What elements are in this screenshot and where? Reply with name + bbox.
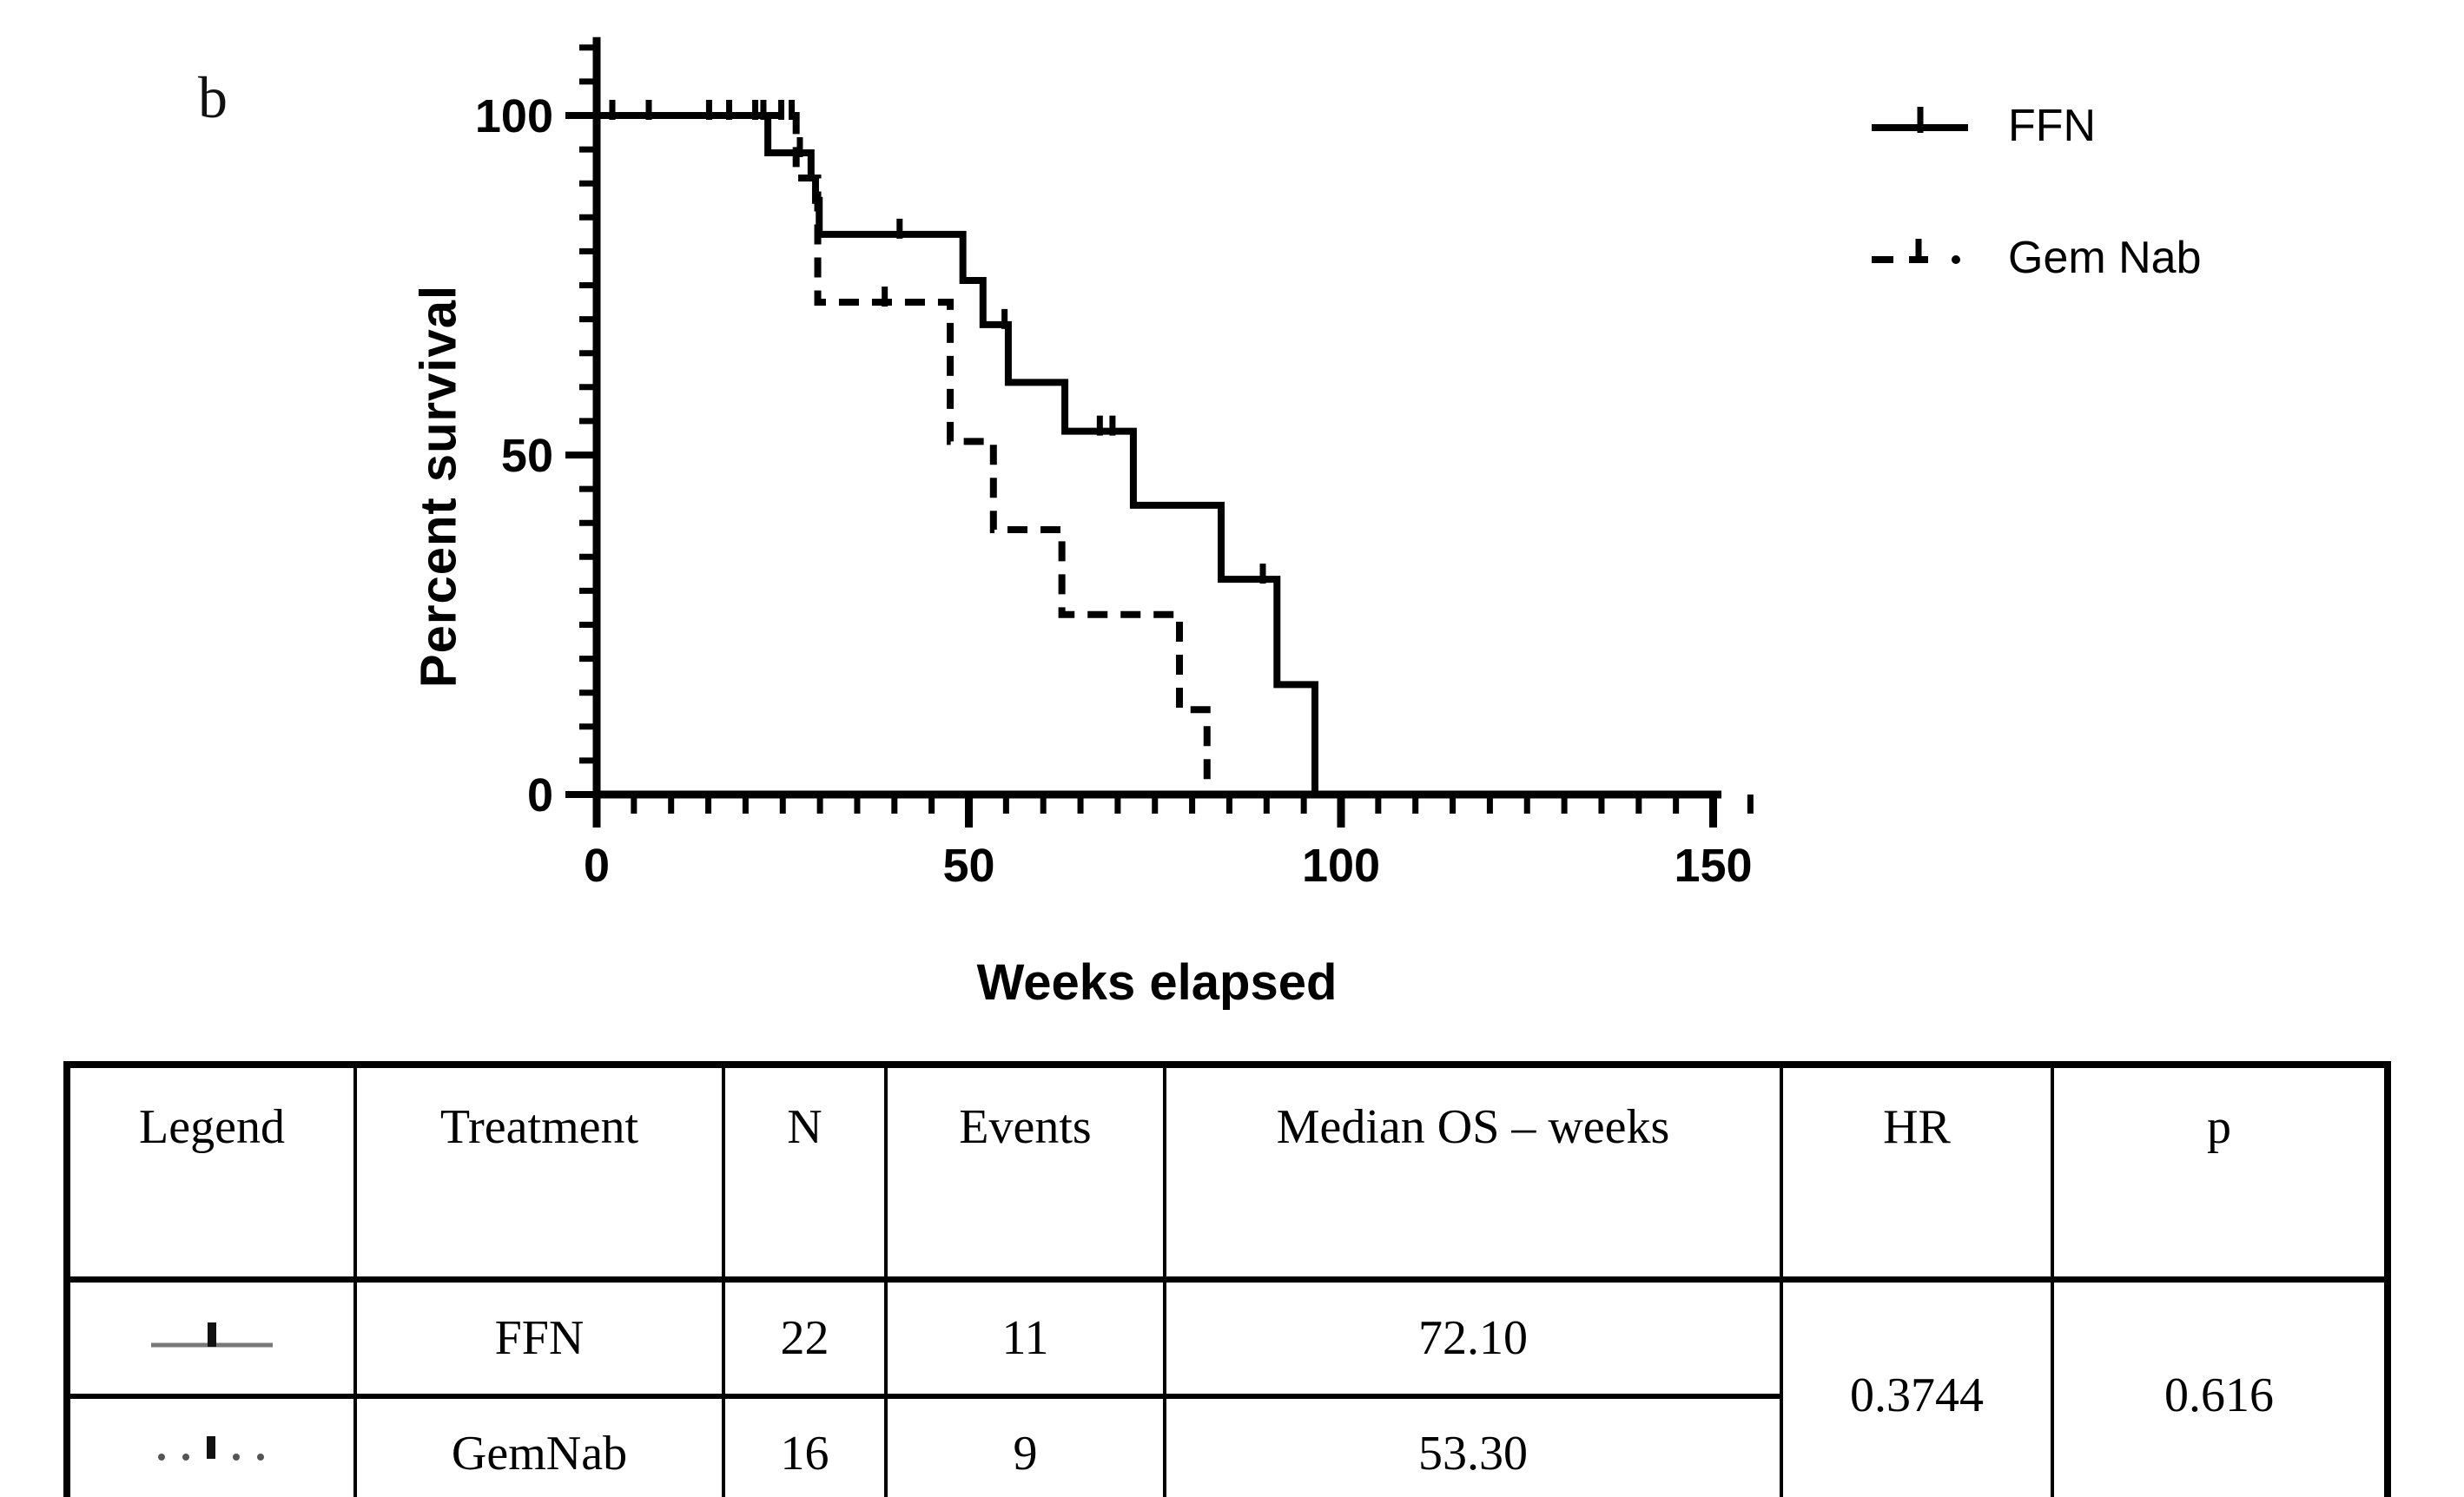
svg-text:150: 150 xyxy=(1674,840,1752,892)
svg-text:50: 50 xyxy=(942,840,994,892)
x-axis-title: Weeks elapsed xyxy=(976,954,1338,1011)
y-axis-title: Percent survival xyxy=(410,284,467,689)
svg-text:100: 100 xyxy=(1302,840,1380,892)
svg-text:0: 0 xyxy=(584,840,610,892)
panel-label: b xyxy=(198,64,228,130)
header-hr: HR xyxy=(1780,1063,2054,1283)
header-legend: Legend xyxy=(65,1063,357,1283)
header-median-os: Median OS – weeks xyxy=(1163,1063,1783,1283)
ffn-solid-symbol-icon xyxy=(151,1322,273,1348)
gemnab-dotted-symbol-cell xyxy=(65,1395,357,1497)
header-n: N xyxy=(722,1063,888,1283)
cell-p-value: 0.616 xyxy=(2051,1277,2389,1497)
cell-treatment-ffn: FFN xyxy=(353,1277,725,1399)
header-treatment: Treatment xyxy=(353,1063,725,1283)
table-row-ffn: FFN 22 11 72.10 0.3744 0.616 xyxy=(65,1277,2389,1497)
cell-median-ffn: 72.10 xyxy=(1163,1277,1783,1399)
legend-item-ffn: FFN xyxy=(1869,87,2202,165)
legend-label-gemnab: Gem Nab xyxy=(2008,233,2202,283)
results-table: Legend Treatment N Events Median OS – we… xyxy=(63,1061,2391,1497)
gemnab-dashed-line-key-icon xyxy=(1872,239,1960,264)
table-row-gemnab: GemNab 16 9 53.30 xyxy=(65,1395,2388,1497)
header-p: p xyxy=(2051,1063,2389,1283)
svg-text:100: 100 xyxy=(475,90,553,142)
gemnab-dotted-symbol-icon xyxy=(158,1436,264,1461)
header-events: Events xyxy=(884,1063,1166,1283)
cell-n-gemnab: 16 xyxy=(722,1395,888,1497)
chart-legend: FFN Gem Nab xyxy=(1869,87,2202,351)
survival-plot-svg: 0 50 100 0 50 100 150 xyxy=(475,36,1754,892)
km-chart: 0 50 100 0 50 100 150 Percent survival Weeks e… xyxy=(410,36,2202,1011)
ffn-solid-symbol-cell xyxy=(65,1277,357,1399)
legend-label-ffn: FFN xyxy=(2008,101,2097,151)
svg-text:0: 0 xyxy=(527,769,553,821)
cell-treatment-gemnab: GemNab xyxy=(353,1395,725,1497)
cell-events-gemnab: 9 xyxy=(884,1395,1166,1497)
ffn-solid-line-key-icon xyxy=(1872,107,1968,133)
table-header-row: Legend Treatment N Events Median OS – we… xyxy=(65,1063,2389,1283)
cell-n-ffn: 22 xyxy=(722,1277,888,1399)
cell-hr-value: 0.3744 xyxy=(1780,1277,2054,1497)
legend-item-gemnab: Gem Nab xyxy=(1869,219,2202,297)
svg-text:50: 50 xyxy=(501,430,553,482)
cell-median-gemnab: 53.30 xyxy=(1163,1395,1783,1497)
cell-events-ffn: 11 xyxy=(884,1277,1166,1399)
